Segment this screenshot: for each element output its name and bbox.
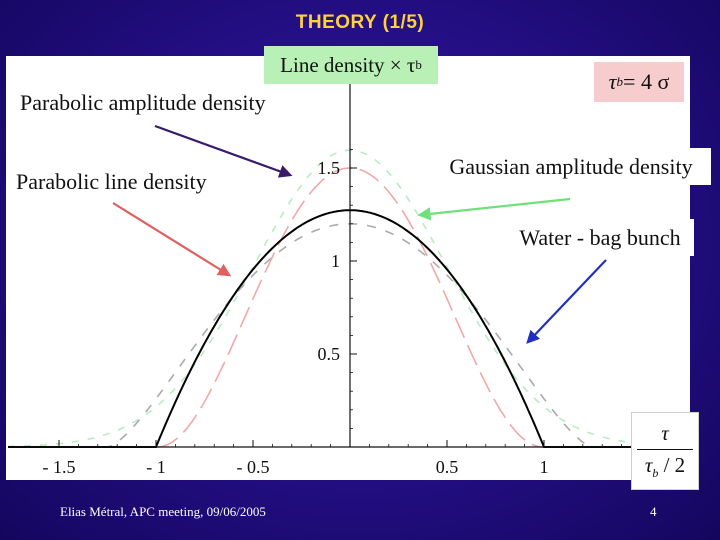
x-tick-label: 0.5 (436, 457, 459, 477)
series-line-gaussian-amplitude-density (8, 149, 688, 448)
y-tick-label: 1 (331, 251, 340, 271)
arrow-parabolic-amplitude (154, 124, 293, 178)
footer-author: Elias Métral, APC meeting, 09/06/2005 (60, 504, 266, 519)
x-tick-label: 1 (540, 457, 549, 477)
arrow-parabolic-line (112, 202, 232, 277)
den-symbol: τ (644, 452, 653, 477)
annotation-parabolic-line: Parabolic line density (16, 169, 207, 194)
annotation-gaussian-amplitude: Gaussian amplitude density (431, 148, 711, 185)
x-axis-label-numerator: τ (661, 420, 669, 445)
y-tick-label: 1.5 (318, 158, 341, 178)
y-axis-label-text: Line density × τ (280, 52, 416, 77)
arrow-gaussian-amplitude (417, 197, 571, 221)
y-axis-label-subscript: b (415, 57, 422, 72)
x-axis-label-denominator: τb / 2 (645, 450, 685, 481)
annotation-parabolic-amplitude: Parabolic amplitude density (20, 90, 266, 116)
y-tick-label: 0.5 (318, 344, 341, 364)
param-subscript: b (616, 74, 624, 89)
param-symbol: τ (608, 69, 617, 94)
annotation-arrows (112, 124, 607, 344)
plot-area (6, 56, 690, 480)
x-tick-label: - 0.5 (237, 457, 270, 477)
param-text: = 4 σ (623, 69, 670, 94)
x-axis-label: τ τb / 2 (631, 412, 699, 490)
annotation-water-bag: Water - bag bunch (506, 219, 694, 256)
fraction-bar (637, 448, 693, 450)
series-line-parabolic-line-density (8, 223, 688, 448)
den-subscript: b (652, 466, 659, 481)
page-number: 4 (650, 504, 657, 519)
axes-layer: - 1.5 - 1 - 0.5 0.5 1 0.5 1 1.5 (8, 62, 688, 477)
arrow-water-bag (526, 259, 607, 344)
x-tick-label: - 1.5 (43, 457, 76, 477)
x-tick-label: - 1 (146, 457, 166, 477)
den-suffix: / 2 (658, 452, 686, 477)
slide-title: THEORY (1/5) (295, 12, 425, 33)
